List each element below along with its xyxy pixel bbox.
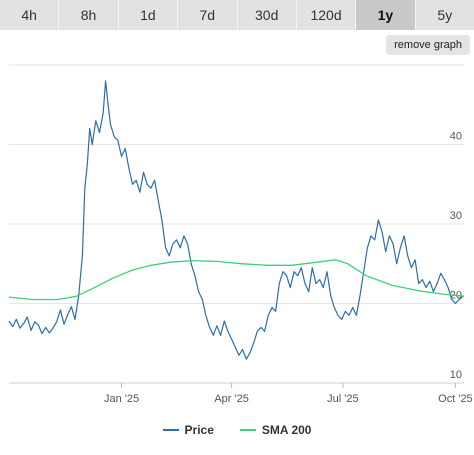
y-tick-label-40: 40 (450, 131, 462, 143)
range-tab-5y[interactable]: 5y (415, 0, 474, 30)
chart-legend: Price SMA 200 (0, 420, 474, 440)
x-tick-label-1: Apr '25 (214, 393, 249, 405)
range-tabs: 4h 8h 1d 7d 30d 120d 1y 5y (0, 0, 474, 30)
range-tab-8h[interactable]: 8h (59, 0, 119, 30)
x-tick-label-3: Oct '25 (438, 393, 473, 405)
range-tab-30d[interactable]: 30d (237, 0, 297, 30)
x-tick-label-2: Jul '25 (327, 393, 358, 405)
y-tick-label-30: 30 (450, 210, 462, 222)
range-tab-1d[interactable]: 1d (118, 0, 179, 30)
remove-graph-button[interactable]: remove graph (386, 35, 470, 55)
range-tab-4h[interactable]: 4h (0, 0, 60, 30)
legend-label-sma: SMA 200 (261, 423, 312, 437)
range-tab-120d[interactable]: 120d (296, 0, 357, 30)
legend-swatch-sma (239, 429, 256, 431)
range-tab-1y[interactable]: 1y (356, 0, 416, 30)
legend-swatch-price (162, 429, 179, 431)
range-tab-7d[interactable]: 7d (178, 0, 238, 30)
legend-item-price[interactable]: Price (162, 423, 214, 437)
legend-item-sma[interactable]: SMA 200 (239, 423, 312, 437)
series-line-sma (8, 259, 465, 301)
x-tick-label-0: Jan '25 (104, 393, 139, 405)
legend-label-price: Price (184, 423, 214, 437)
y-tick-label-10: 10 (450, 369, 462, 381)
series-line-price (8, 80, 465, 360)
